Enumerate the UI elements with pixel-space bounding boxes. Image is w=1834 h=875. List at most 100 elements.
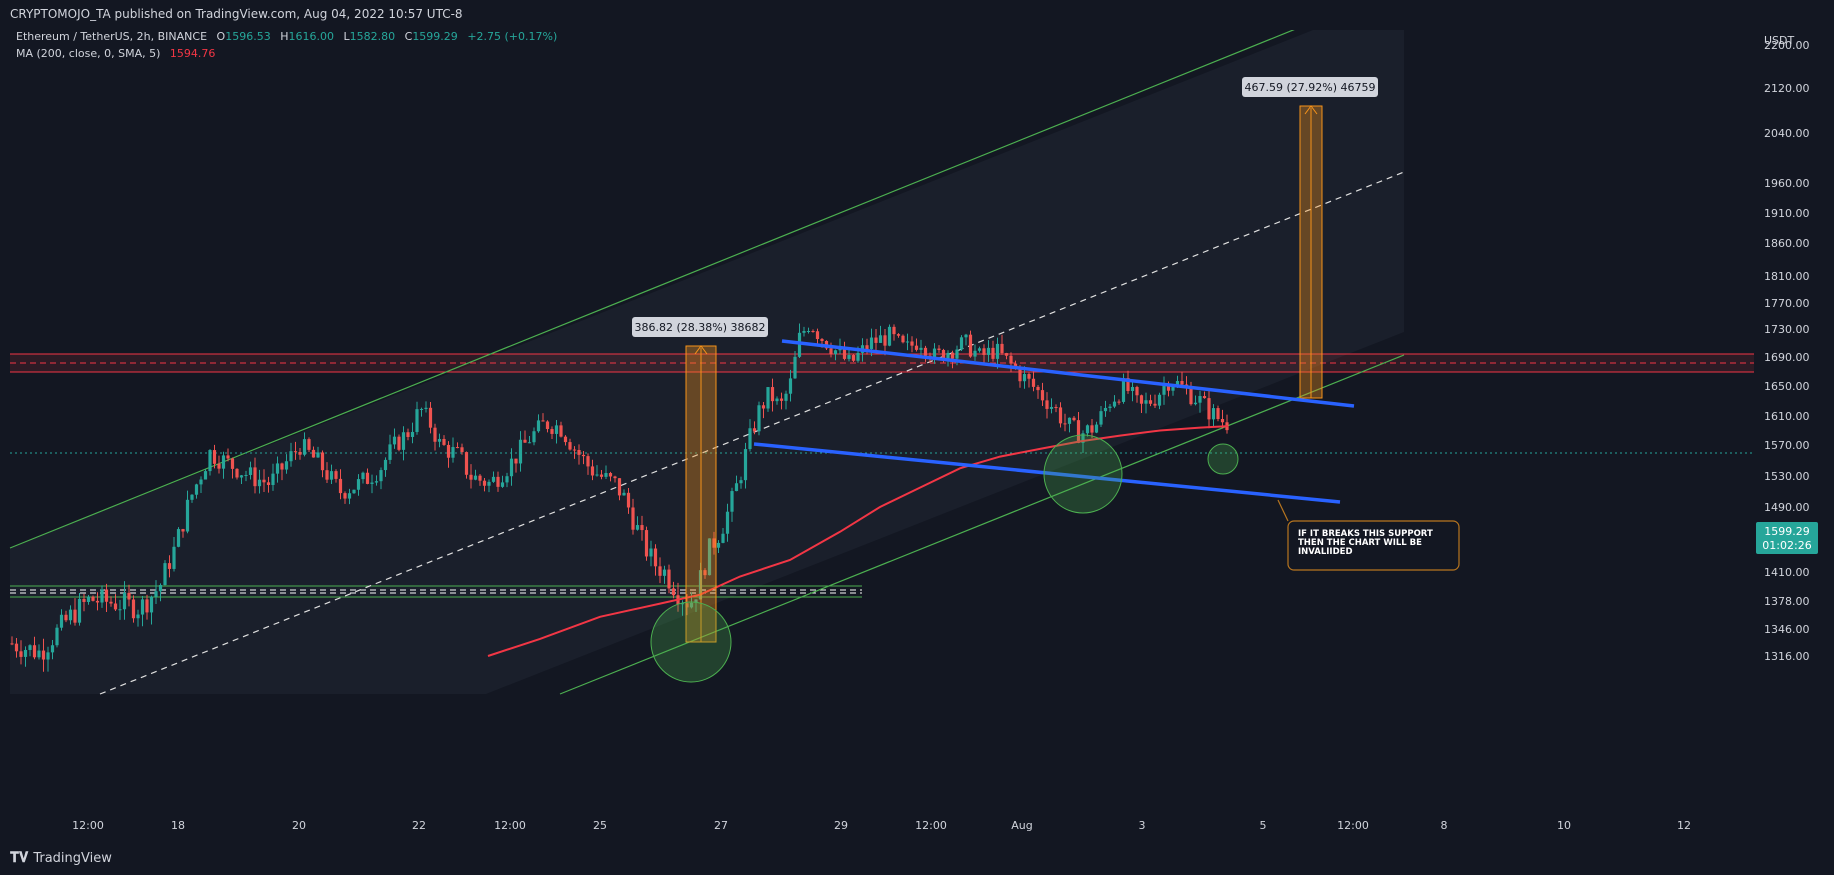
candle-body — [613, 476, 617, 479]
candle-body — [797, 332, 802, 357]
candle-body — [23, 649, 28, 657]
low-label: L — [343, 30, 350, 43]
price-tick-label: 1346.00 — [1764, 623, 1810, 636]
candle-body — [685, 603, 689, 608]
candle-body — [478, 475, 482, 481]
candle-body — [919, 347, 923, 350]
candle-body — [991, 347, 995, 359]
candle-body — [1207, 398, 1211, 420]
candle-body — [419, 408, 424, 410]
candle-body — [262, 479, 266, 483]
candle-body — [1180, 381, 1184, 385]
time-tick-label: 12:00 — [72, 819, 104, 832]
candle-body — [712, 538, 716, 548]
candle-body — [428, 407, 433, 428]
note-line-2: THEN THE CHART WILL BE — [1298, 538, 1422, 548]
candle-body — [469, 474, 473, 480]
candle-body — [338, 478, 343, 494]
time-tick-label: 22 — [412, 819, 426, 832]
bottom-circle-3[interactable] — [1207, 443, 1239, 475]
candle-body — [131, 599, 136, 619]
candle-body — [523, 439, 527, 443]
candle-body — [59, 614, 64, 628]
publisher-bar: CRYPTOMOJO_TA published on TradingView.c… — [0, 0, 1834, 30]
time-tick-label: 18 — [171, 819, 185, 832]
tradingview-logo[interactable]: 𝐓𝐕 TradingView — [10, 850, 112, 866]
chart-pane[interactable]: 386.82 (28.38%) 38682 467.59 (27.92%) 46… — [0, 21, 1834, 845]
candle-body — [874, 337, 878, 343]
candle-body — [1216, 408, 1220, 420]
candle-body — [775, 398, 779, 402]
candle-body — [446, 444, 451, 458]
candle-body — [379, 470, 383, 482]
candle-body — [415, 409, 419, 432]
high-value: 1616.00 — [288, 30, 334, 43]
candle-body — [329, 471, 334, 480]
candle-body — [307, 439, 311, 450]
time-tick-label: Aug — [1011, 819, 1032, 832]
candle-body — [514, 458, 518, 464]
price-chart[interactable]: 386.82 (28.38%) 38682 467.59 (27.92%) 46… — [0, 21, 1834, 845]
note-box[interactable] — [1287, 520, 1460, 571]
time-tick-label: 3 — [1139, 819, 1146, 832]
candle-body — [347, 493, 352, 499]
upper-trendline[interactable] — [781, 339, 1355, 408]
bottom-circle-1[interactable] — [650, 601, 732, 683]
open-value: 1596.53 — [225, 30, 271, 43]
measure-label-bg-1 — [632, 317, 768, 337]
candle-body — [671, 588, 676, 596]
candle-body — [100, 589, 104, 603]
candle-body — [1211, 408, 1216, 420]
candle-body — [352, 489, 356, 494]
candle-body — [680, 603, 685, 605]
tradingview-logo-icon: 𝐓𝐕 — [10, 850, 29, 866]
candle-body — [752, 428, 757, 432]
price-tick-label: 1690.00 — [1764, 351, 1810, 364]
measure-arrowhead-1 — [694, 345, 708, 355]
price-tick-label: 2120.00 — [1764, 82, 1810, 95]
candle-body — [113, 603, 118, 610]
price-axis-bg[interactable] — [1754, 30, 1834, 845]
candle-body — [1072, 417, 1076, 421]
time-tick-label: 12:00 — [915, 819, 947, 832]
candle-body — [896, 334, 901, 336]
candle-body — [1040, 390, 1045, 401]
moving-average-line — [487, 425, 1229, 657]
candle-body — [586, 456, 590, 467]
candle-body — [370, 482, 374, 484]
bottom-circle-2[interactable] — [1043, 434, 1123, 514]
candle-body — [667, 569, 671, 589]
candle-body — [460, 447, 464, 453]
candle-body — [1045, 400, 1049, 409]
candle-body — [955, 349, 959, 359]
candle-body — [1058, 407, 1063, 424]
candle-body — [1085, 425, 1090, 434]
candle-body — [599, 474, 604, 477]
last-price-badge — [1756, 522, 1818, 554]
candle-body — [320, 452, 325, 471]
candle-body — [487, 481, 491, 486]
time-tick-label: 12:00 — [1337, 819, 1369, 832]
candle-body — [316, 452, 320, 458]
candle-body — [1202, 396, 1207, 399]
candle-body — [1103, 407, 1108, 412]
candle-body — [563, 436, 568, 443]
time-tick-label: 20 — [292, 819, 306, 832]
candle-body — [154, 591, 158, 597]
candle-body — [1000, 343, 1004, 354]
candle-body — [622, 492, 626, 496]
lower-trendline[interactable] — [753, 442, 1341, 504]
note-line-1: IF IT BREAKS THIS SUPPORT — [1298, 529, 1433, 539]
candle-body — [640, 525, 644, 531]
candle-body — [266, 482, 271, 485]
low-value: 1582.80 — [350, 30, 396, 43]
candle-body — [311, 449, 316, 458]
candle-body — [577, 449, 581, 455]
candle-body — [325, 470, 329, 480]
candle-body — [1099, 411, 1103, 425]
candle-body — [64, 614, 68, 621]
close-label: C — [405, 30, 413, 43]
time-axis-bg[interactable] — [0, 813, 1834, 845]
candle-body — [163, 563, 167, 586]
candle-body — [365, 472, 370, 484]
